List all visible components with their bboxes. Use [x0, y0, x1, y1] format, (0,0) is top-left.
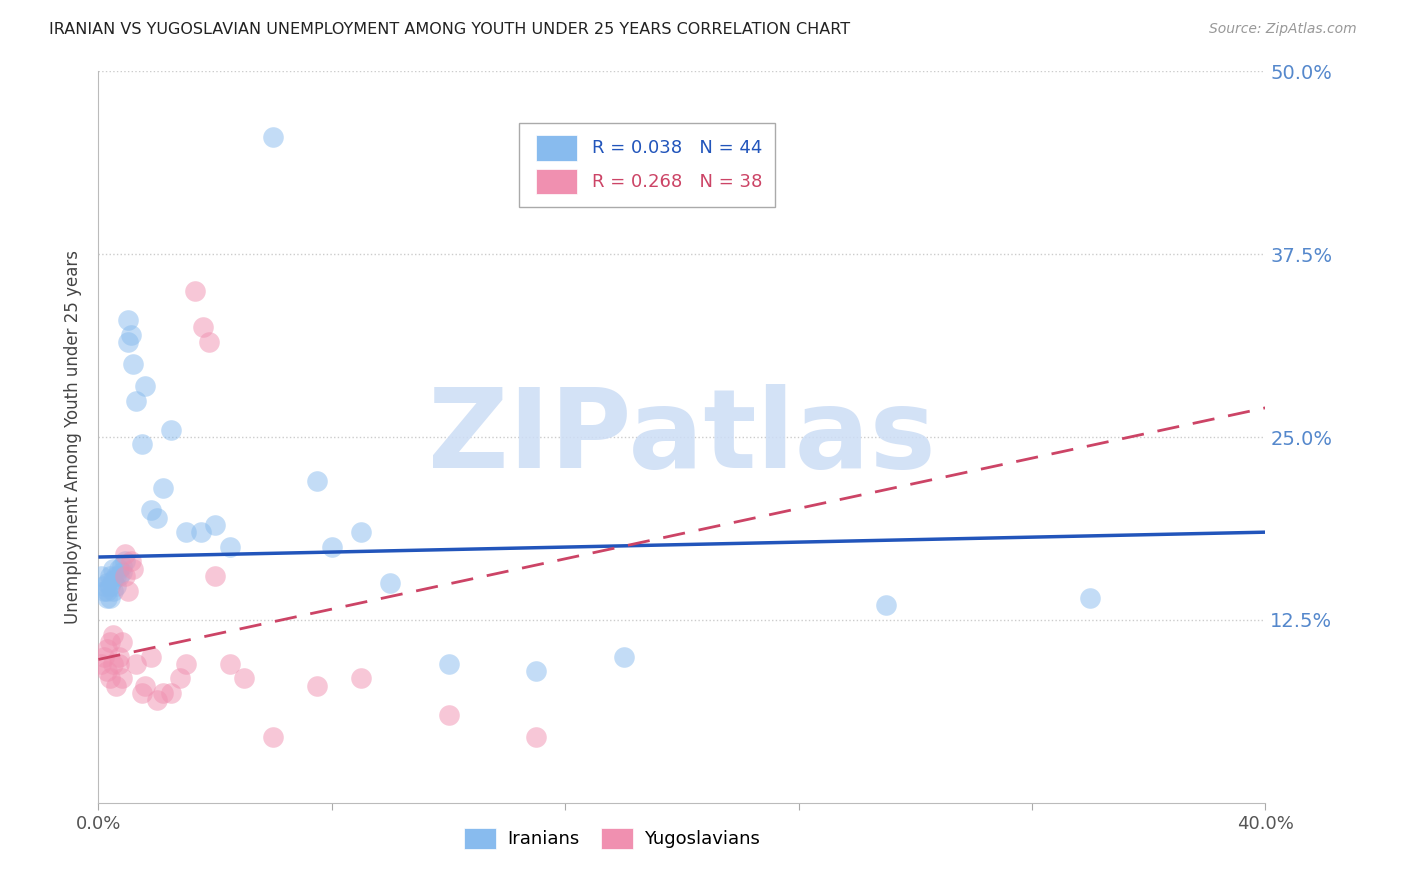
Point: [380, 576, 402, 591]
Point: [193, 320, 215, 334]
Legend: Iranians, Yugoslavians: Iranians, Yugoslavians: [457, 821, 768, 856]
Point: [183, 284, 205, 298]
Bar: [536, 169, 576, 194]
Point: [120, 327, 142, 342]
Point: [98, 591, 121, 605]
Point: [321, 540, 343, 554]
Point: [111, 558, 134, 573]
Text: Source: ZipAtlas.com: Source: ZipAtlas.com: [1209, 22, 1357, 37]
Point: [262, 730, 284, 744]
Point: [108, 649, 131, 664]
Point: [131, 686, 153, 700]
Point: [204, 569, 226, 583]
Point: [218, 657, 240, 671]
Point: [93, 583, 115, 598]
Point: [90, 657, 112, 671]
Point: [108, 569, 131, 583]
Text: ZIPatlas: ZIPatlas: [427, 384, 936, 491]
Point: [93, 579, 115, 593]
Point: [152, 481, 174, 495]
Point: [101, 583, 124, 598]
Point: [160, 423, 183, 437]
Point: [169, 672, 191, 686]
Point: [125, 657, 148, 671]
Point: [307, 679, 329, 693]
Point: [524, 664, 547, 678]
Point: [146, 510, 169, 524]
Point: [114, 547, 136, 561]
Point: [96, 642, 118, 657]
Point: [198, 334, 221, 349]
Point: [98, 579, 121, 593]
Point: [96, 583, 118, 598]
Point: [152, 686, 174, 700]
Point: [307, 474, 329, 488]
Point: [96, 576, 118, 591]
Point: [98, 569, 121, 583]
Point: [122, 562, 145, 576]
Point: [125, 393, 148, 408]
Point: [146, 693, 169, 707]
Point: [174, 525, 197, 540]
Point: [114, 554, 136, 568]
Point: [139, 649, 162, 664]
Text: R = 0.268   N = 38: R = 0.268 N = 38: [592, 172, 762, 191]
Point: [1080, 591, 1102, 605]
Point: [134, 379, 156, 393]
Point: [218, 540, 240, 554]
Point: [524, 730, 547, 744]
Point: [90, 569, 112, 583]
Point: [204, 517, 226, 532]
Point: [262, 130, 284, 145]
Point: [612, 649, 634, 664]
Point: [350, 672, 373, 686]
Text: R = 0.038   N = 44: R = 0.038 N = 44: [592, 139, 762, 157]
Point: [111, 672, 134, 686]
Point: [111, 565, 134, 579]
Point: [190, 525, 212, 540]
Point: [93, 649, 115, 664]
Point: [98, 672, 121, 686]
Point: [108, 657, 131, 671]
Point: [96, 591, 118, 605]
Point: [114, 569, 136, 583]
Point: [350, 525, 373, 540]
Point: [101, 657, 124, 671]
Point: [134, 679, 156, 693]
Point: [160, 686, 183, 700]
Point: [101, 574, 124, 588]
Point: [108, 562, 131, 576]
Point: [120, 554, 142, 568]
Point: [174, 657, 197, 671]
Bar: [536, 135, 576, 161]
Point: [139, 503, 162, 517]
Point: [437, 657, 460, 671]
Point: [101, 562, 124, 576]
Point: [111, 635, 134, 649]
Point: [104, 569, 127, 583]
Point: [117, 313, 139, 327]
Point: [117, 334, 139, 349]
Point: [101, 627, 124, 641]
FancyBboxPatch shape: [519, 122, 775, 207]
Point: [437, 708, 460, 723]
Point: [122, 357, 145, 371]
Point: [233, 672, 256, 686]
Point: [96, 664, 118, 678]
Point: [104, 679, 127, 693]
Text: IRANIAN VS YUGOSLAVIAN UNEMPLOYMENT AMONG YOUTH UNDER 25 YEARS CORRELATION CHART: IRANIAN VS YUGOSLAVIAN UNEMPLOYMENT AMON…: [49, 22, 851, 37]
Point: [875, 599, 897, 613]
Point: [98, 635, 121, 649]
Y-axis label: Unemployment Among Youth under 25 years: Unemployment Among Youth under 25 years: [65, 250, 83, 624]
Point: [131, 437, 153, 451]
Point: [117, 583, 139, 598]
Point: [104, 579, 127, 593]
